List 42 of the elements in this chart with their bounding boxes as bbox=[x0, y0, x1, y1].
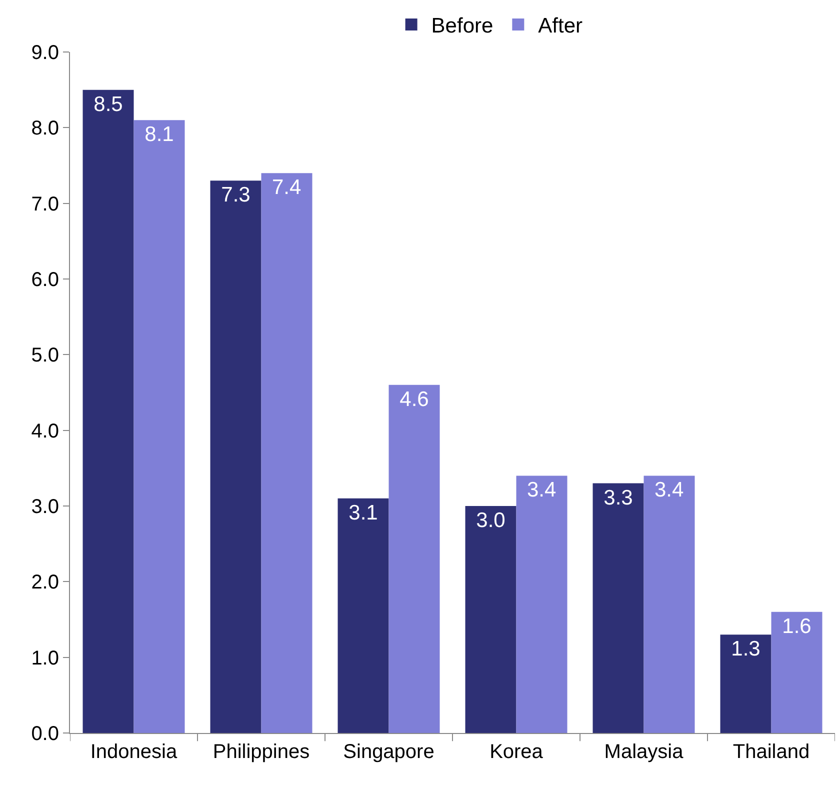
x-tick-label: Philippines bbox=[212, 741, 310, 763]
bar bbox=[388, 384, 440, 733]
bar bbox=[82, 90, 134, 733]
data-label: 4.6 bbox=[400, 388, 429, 411]
bar bbox=[720, 634, 772, 733]
y-tick-label: 1.0 bbox=[31, 647, 59, 670]
bar bbox=[210, 180, 262, 733]
data-label: 7.4 bbox=[272, 176, 302, 200]
data-label: 7.3 bbox=[221, 184, 250, 207]
x-tick-label: Indonesia bbox=[90, 741, 178, 763]
data-label: 3.0 bbox=[476, 509, 506, 532]
x-tick-label: Korea bbox=[490, 741, 544, 763]
y-tick-label: 0.0 bbox=[31, 723, 59, 745]
data-label: 3.1 bbox=[348, 501, 378, 524]
data-label: 1.3 bbox=[731, 638, 760, 661]
data-label: 8.5 bbox=[94, 92, 123, 116]
bar bbox=[134, 120, 185, 733]
bar bbox=[261, 173, 312, 733]
bar bbox=[516, 476, 568, 733]
y-tick-label: 8.0 bbox=[31, 118, 59, 140]
bar bbox=[771, 612, 822, 733]
x-tick-label: Malaysia bbox=[604, 741, 684, 763]
bar bbox=[592, 483, 644, 733]
y-tick-label: 3.0 bbox=[31, 496, 59, 518]
legend-label: After bbox=[538, 14, 583, 38]
y-tick-label: 2.0 bbox=[31, 572, 59, 594]
x-tick-label: Thailand bbox=[732, 741, 810, 763]
y-tick-label: 6.0 bbox=[31, 269, 59, 291]
data-label: 3.4 bbox=[654, 478, 684, 502]
data-label: 3.4 bbox=[526, 478, 557, 502]
y-tick-label: 9.0 bbox=[31, 42, 59, 64]
y-tick-label: 4.0 bbox=[31, 420, 59, 442]
bar bbox=[465, 506, 516, 733]
data-label: 1.6 bbox=[782, 614, 812, 638]
data-label: 8.1 bbox=[144, 123, 174, 146]
x-tick-label: Singapore bbox=[343, 741, 434, 763]
bar bbox=[644, 476, 695, 733]
y-tick-label: 5.0 bbox=[31, 344, 59, 367]
legend-label: Before bbox=[431, 14, 494, 38]
data-label: 3.3 bbox=[604, 486, 633, 510]
bar bbox=[338, 498, 389, 733]
y-tick-label: 7.0 bbox=[31, 193, 59, 216]
